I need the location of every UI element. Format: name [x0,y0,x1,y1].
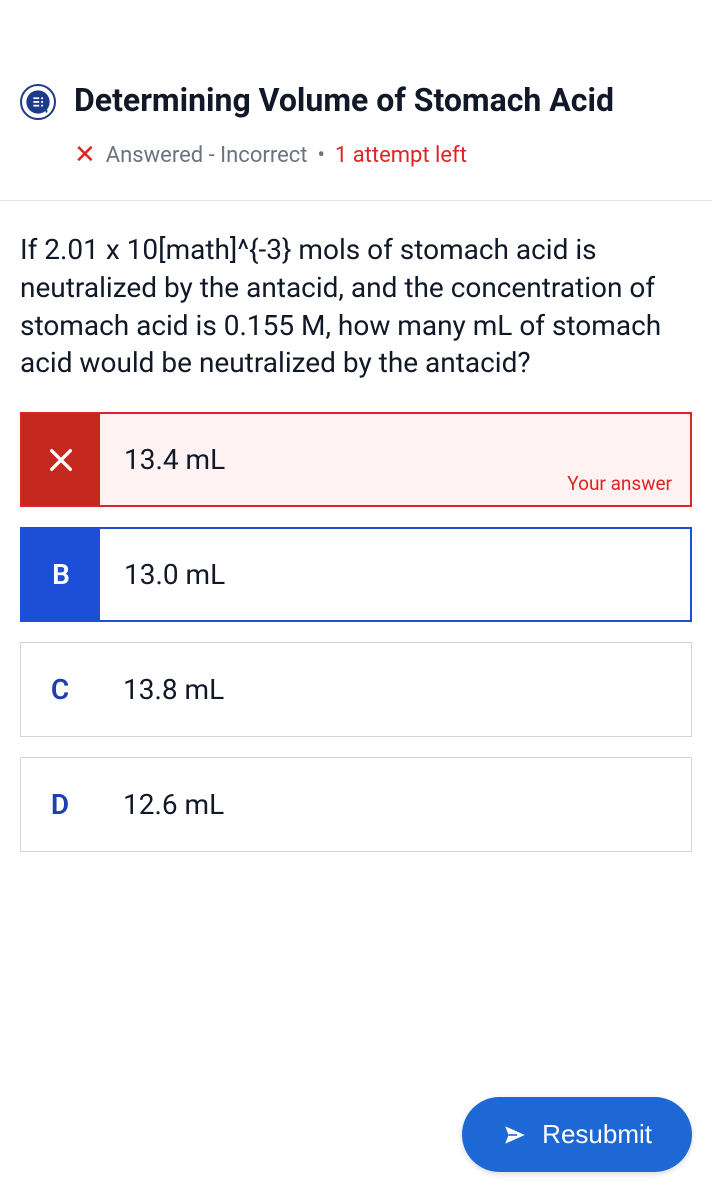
options-list: 13.4 mL Your answer B 13.0 mL C 13.8 mL … [20,412,692,852]
send-icon [502,1122,528,1148]
option-b[interactable]: B 13.0 mL [20,527,692,622]
question-header: Determining Volume of Stomach Acid ✕ Ans… [0,0,712,201]
quiz-icon [20,84,56,120]
question-text: If 2.01 x 10[math]^{-3} mols of stomach … [20,231,692,382]
option-d-text: 12.6 mL [99,758,691,851]
title-row: Determining Volume of Stomach Acid [20,80,692,120]
attempts-left: 1 attempt left [335,143,467,168]
option-c-letter: C [21,643,99,736]
status-text: Answered - Incorrect [106,143,308,168]
option-c-text: 13.8 mL [99,643,691,736]
option-c[interactable]: C 13.8 mL [20,642,692,737]
question-title: Determining Volume of Stomach Acid [74,80,614,120]
incorrect-x-icon: ✕ [74,140,96,170]
option-a-marker [22,414,100,505]
option-b-text: 13.0 mL [100,529,690,620]
resubmit-button[interactable]: Resubmit [462,1097,692,1172]
status-row: ✕ Answered - Incorrect • 1 attempt left [20,140,692,170]
option-d[interactable]: D 12.6 mL [20,757,692,852]
your-answer-label: Your answer [567,472,672,495]
option-a[interactable]: 13.4 mL Your answer [20,412,692,507]
option-d-letter: D [21,758,99,851]
x-icon [45,444,77,476]
resubmit-label: Resubmit [542,1119,652,1150]
option-b-letter: B [22,529,100,620]
separator-dot: • [317,143,324,168]
question-body: If 2.01 x 10[math]^{-3} mols of stomach … [0,201,712,872]
